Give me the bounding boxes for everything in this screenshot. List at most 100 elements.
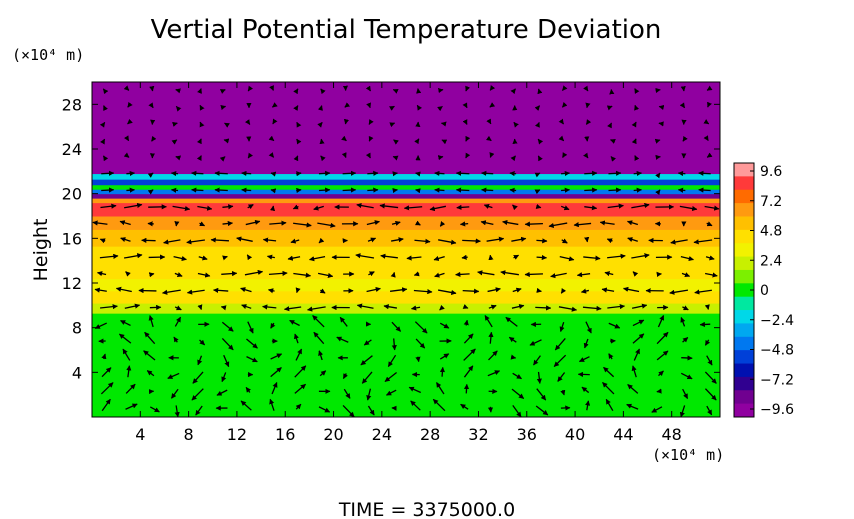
velocity-arrow [605,398,614,412]
velocity-arrow [126,187,135,193]
velocity-arrow [706,152,713,158]
velocity-arrow [488,304,497,310]
velocity-arrow [222,255,228,261]
velocity-arrow [149,406,160,413]
velocity-arrow [247,152,254,159]
velocity-arrow [487,370,501,377]
velocity-arrow [96,271,107,277]
velocity-arrow [704,371,717,384]
colorbar-swatch [734,376,754,391]
x-tick-label: 40 [565,425,585,444]
velocity-arrow [583,255,601,261]
velocity-arrow [706,405,713,416]
velocity-arrow [481,170,494,176]
velocity-arrow [199,104,205,111]
velocity-arrow [289,319,300,327]
velocity-arrow [434,170,445,176]
heatmap-band-4 [92,246,720,280]
velocity-arrow [455,187,470,193]
velocity-arrow [127,118,133,125]
velocity-arrow [505,316,518,327]
velocity-arrow [403,205,423,211]
colorbar-tick-label: 4.8 [760,224,782,240]
velocity-arrow [582,305,602,312]
velocity-arrow [389,287,408,293]
velocity-vectors [92,85,720,417]
velocity-arrow [100,138,106,145]
velocity-arrow [414,138,420,145]
velocity-arrow [533,355,541,366]
velocity-arrow [366,102,372,109]
velocity-arrow [462,238,481,244]
velocity-arrow [101,170,115,176]
velocity-arrow [488,350,498,361]
x-tick-label: 44 [613,425,633,444]
velocity-arrow [214,170,228,176]
velocity-arrow [512,287,522,293]
velocity-arrow [342,373,348,379]
velocity-arrow [513,254,519,260]
heatmap-band-0 [92,313,720,417]
velocity-arrow [318,350,324,361]
velocity-arrow [391,321,402,332]
velocity-arrow [679,405,686,417]
colorbar-swatch [734,403,754,418]
velocity-arrow [296,187,302,194]
heatmap-band-2 [92,290,720,304]
velocity-arrow [296,138,302,145]
velocity-arrow [560,389,566,396]
velocity-arrow [197,88,202,94]
velocity-arrow [511,236,527,242]
velocity-arrow [199,121,205,128]
velocity-arrow [608,353,614,360]
velocity-arrow [344,102,351,108]
velocity-arrow [99,238,106,244]
velocity-arrow [465,85,471,92]
velocity-arrow [477,270,495,276]
velocity-arrow [677,170,686,177]
heatmap-band-9 [92,193,720,199]
velocity-arrow [245,219,261,226]
velocity-arrow [126,365,132,378]
velocity-arrow [320,155,326,162]
velocity-arrow [246,356,258,363]
velocity-arrow [439,366,446,377]
colorbar-swatch [734,203,754,217]
velocity-arrow [560,205,570,211]
velocity-arrow [413,271,420,277]
velocity-arrow [433,255,445,261]
velocity-arrow [560,287,567,294]
velocity-arrow [462,102,468,109]
velocity-arrow [221,372,227,383]
plot-area [92,82,720,417]
velocity-arrow [408,386,422,394]
velocity-arrow [102,88,109,95]
velocity-arrow [199,221,205,227]
velocity-arrow [680,317,686,327]
velocity-arrow [124,303,141,309]
velocity-arrow [626,220,639,226]
velocity-arrow [534,105,541,111]
colorbar-swatch [734,350,754,364]
velocity-arrow [486,236,505,242]
velocity-arrow [120,319,131,327]
velocity-arrow [703,119,710,125]
velocity-arrow [270,367,282,378]
velocity-arrow [336,336,349,343]
velocity-arrow [170,187,179,193]
velocity-arrow [367,237,377,243]
velocity-arrow [553,354,567,367]
velocity-arrow [318,237,325,244]
y-tick-label: 16 [62,229,82,248]
velocity-arrow [122,348,131,361]
velocity-arrow [125,383,136,394]
velocity-arrow [270,353,283,360]
velocity-arrow [124,202,143,209]
velocity-arrow [262,304,277,310]
velocity-arrow [536,238,548,244]
velocity-arrow [415,356,421,363]
velocity-arrow [406,255,422,261]
velocity-arrow [463,319,469,326]
velocity-arrow [195,405,203,416]
velocity-arrow [508,336,517,343]
